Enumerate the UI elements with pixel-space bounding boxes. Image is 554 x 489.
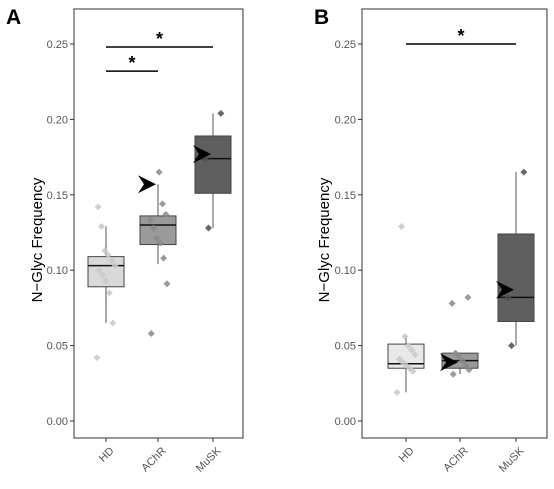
panel-a-y-axis-label: N−Glyc Frequency: [29, 177, 46, 302]
plot-frame: [361, 8, 548, 439]
data-point: [109, 319, 117, 327]
arrow-marker: [138, 175, 156, 194]
data-point: [153, 235, 161, 243]
data-point: [162, 210, 170, 218]
data-point: [508, 342, 515, 350]
data-point: [111, 262, 119, 270]
arrow-marker: [193, 145, 211, 164]
data-point: [155, 168, 163, 176]
y-tick-label: 0.15: [47, 190, 68, 202]
x-tick-label: MuSK: [194, 445, 224, 475]
data-point: [104, 251, 112, 259]
data-point: [147, 330, 155, 338]
box-hd: [87, 256, 125, 288]
data-point: [448, 299, 456, 307]
data-point: [464, 293, 472, 301]
data-point: [401, 333, 409, 341]
data-point: [458, 357, 466, 365]
panel-b-y-axis-label: N−Glyc Frequency: [316, 177, 333, 302]
significance-star: *: [457, 26, 464, 46]
y-tick-label: 0.20: [47, 114, 68, 126]
box-musk: [497, 233, 535, 322]
data-point: [217, 109, 225, 117]
x-tick-label: AChR: [139, 445, 168, 474]
x-tick-label: HD: [397, 445, 417, 465]
data-point: [398, 222, 405, 230]
y-tick-label: 0.00: [47, 416, 68, 428]
y-tick-label: 0.25: [335, 39, 356, 51]
y-tick-label: 0.05: [335, 341, 356, 353]
data-point: [160, 254, 168, 262]
data-point: [520, 168, 528, 176]
y-tick-label: 0.00: [335, 416, 356, 428]
box-musk: [194, 135, 232, 194]
data-point: [94, 203, 102, 211]
data-point: [101, 247, 109, 255]
y-tick-label: 0.20: [335, 114, 356, 126]
data-point: [163, 280, 171, 288]
y-tick-label: 0.15: [335, 190, 356, 202]
data-point: [393, 388, 401, 396]
panel-a-letter: A: [6, 6, 21, 29]
y-tick-label: 0.10: [47, 265, 68, 277]
arrow-marker: [496, 280, 514, 299]
data-point: [146, 216, 154, 224]
y-tick-label: 0.25: [47, 39, 68, 51]
data-point: [159, 200, 166, 208]
data-point: [504, 293, 512, 301]
data-point: [95, 266, 103, 274]
panel-b-letter: B: [314, 6, 329, 29]
data-point: [452, 349, 459, 357]
data-point: [156, 239, 164, 247]
data-point: [102, 277, 110, 285]
x-tick-label: HD: [97, 445, 117, 465]
data-point: [449, 370, 457, 378]
data-point: [93, 354, 101, 362]
data-point: [150, 224, 157, 232]
panel-a: A N−Glyc Frequency 0.00 0.05 0.10 0.15 0.20 0…: [6, 6, 244, 475]
panel-b: B N−Glyc Frequency 0.00 0.05 0.10 0.15 0.20 0…: [314, 6, 548, 475]
significance-star: *: [128, 53, 135, 73]
x-tick-label: AChR: [441, 445, 470, 474]
data-point: [99, 271, 107, 279]
data-point: [404, 342, 412, 350]
y-tick-label: 0.05: [47, 341, 68, 353]
x-tick-label: MuSK: [497, 445, 527, 475]
data-point: [205, 224, 212, 232]
arrow-marker: [440, 353, 458, 372]
data-point: [411, 351, 419, 359]
data-point: [98, 222, 105, 230]
data-point: [408, 346, 416, 354]
significance-star: *: [156, 29, 163, 49]
data-point: [465, 366, 473, 374]
data-point: [462, 361, 470, 369]
data-point: [395, 355, 403, 363]
y-tick-label: 0.10: [335, 265, 356, 277]
data-point: [105, 289, 113, 297]
data-point: [108, 257, 116, 265]
